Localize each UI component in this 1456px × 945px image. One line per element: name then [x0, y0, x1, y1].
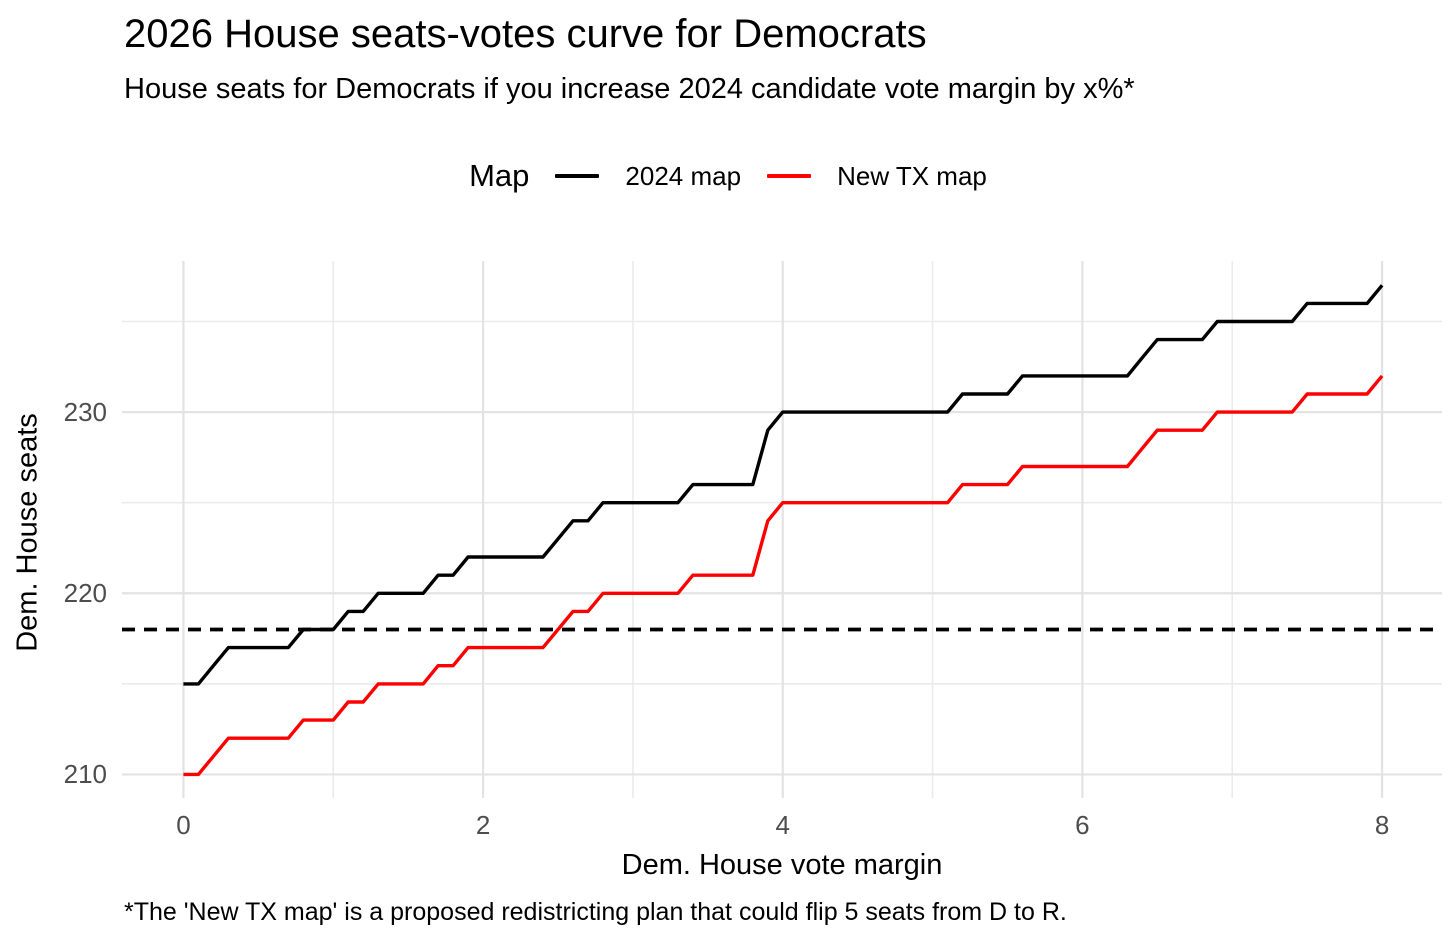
x-tick-label: 0: [176, 810, 191, 840]
legend-label-2024-map: 2024 map: [625, 160, 742, 191]
legend-title: Map: [469, 158, 530, 193]
chart-title: 2026 House seats-votes curve for Democra…: [124, 12, 927, 56]
y-axis-title: Dem. House seats: [11, 413, 44, 652]
y-tick-label: 210: [63, 759, 107, 790]
legend-item-new-tx-map: New TX map: [767, 161, 987, 192]
x-tick-label: 6: [1075, 810, 1090, 840]
legend-item-2024-map: 2024 map: [555, 161, 741, 192]
x-axis-title: Dem. House vote margin: [621, 849, 943, 881]
x-tick-label: 8: [1374, 810, 1390, 840]
y-tick-label: 230: [63, 397, 107, 428]
series-line-2024-map: [183, 284, 1384, 686]
x-tick-label: 4: [775, 810, 790, 840]
legend-label-new-tx-map: New TX map: [837, 160, 987, 191]
chart-subtitle: House seats for Democrats if you increas…: [124, 73, 1135, 105]
legend: Map 2024 map New TX map: [0, 158, 1456, 194]
x-tick-label: 2: [475, 810, 491, 840]
legend-swatch-new-tx-map: [767, 174, 812, 178]
chart-caption: *The 'New TX map' is a proposed redistri…: [124, 898, 1067, 926]
series-line-new-tx-map: [183, 374, 1384, 777]
legend-swatch-2024-map: [555, 174, 600, 178]
y-tick-label: 220: [63, 578, 107, 609]
